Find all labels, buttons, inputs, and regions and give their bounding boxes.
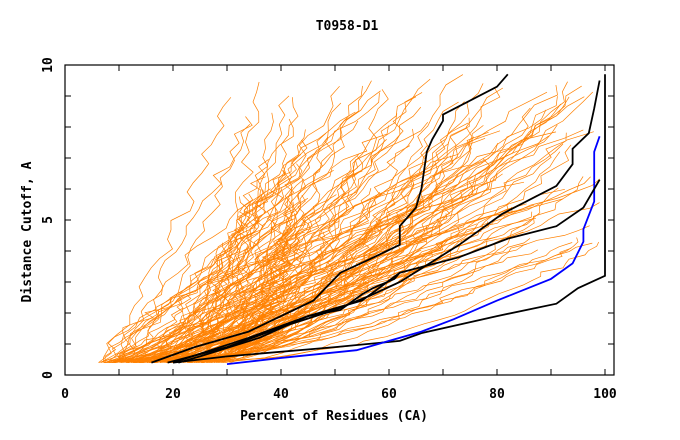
other-model-line: [131, 91, 594, 363]
other-model-line: [136, 125, 484, 363]
series-line-black-4: [151, 73, 509, 364]
other-model-line: [186, 238, 531, 363]
other-model-line: [138, 176, 584, 363]
other-model-line: [113, 116, 253, 363]
other-model-line: [214, 135, 549, 363]
other-model-line: [125, 243, 251, 363]
other-model-line: [148, 243, 528, 363]
series-line-black-1: [172, 74, 606, 364]
other-model-line: [201, 120, 359, 363]
highlighted-model-lines: [151, 73, 606, 366]
other-model-line: [135, 129, 584, 363]
other-model-line: [98, 97, 232, 363]
other-model-line: [201, 225, 439, 363]
x-tick-label: 80: [489, 387, 505, 402]
other-model-line: [215, 240, 459, 363]
other-model-line: [128, 213, 296, 363]
other-model-line: [109, 85, 582, 363]
x-tick-label: 40: [273, 387, 289, 402]
other-model-line: [119, 78, 431, 363]
other-model-line: [106, 169, 334, 363]
other-model-line: [114, 143, 564, 363]
other-model-line: [153, 173, 357, 363]
y-tick-label: 5: [41, 216, 56, 224]
other-model-line: [122, 124, 251, 363]
other-model-line: [141, 247, 572, 363]
x-tick-label: 100: [593, 387, 617, 402]
x-tick-label: 60: [381, 387, 397, 402]
other-model-line: [133, 137, 486, 363]
other-model-line: [209, 194, 306, 363]
other-model-line: [151, 194, 337, 363]
other-model-line: [214, 101, 459, 363]
other-model-line: [101, 236, 498, 363]
other-model-line: [191, 128, 415, 363]
series-line-black-3: [167, 80, 601, 364]
other-model-line: [189, 144, 572, 363]
chart-title: T0958-D1: [316, 19, 379, 34]
x-tick-label: 20: [165, 387, 181, 402]
y-tick-label: 0: [41, 371, 56, 379]
x-tick-label: 0: [61, 387, 69, 402]
other-model-line: [165, 180, 473, 363]
series-line-blue-1: [226, 136, 601, 366]
other-model-line: [206, 187, 559, 363]
other-model-line: [133, 242, 573, 363]
other-model-line: [118, 198, 564, 363]
y-tick-label: 10: [41, 57, 56, 73]
other-model-line: [221, 226, 460, 363]
series-line-black-5: [172, 272, 401, 364]
axis-ticks: 0 20 40 60 80 100 0 5 10: [41, 57, 617, 402]
other-model-line: [149, 87, 504, 363]
other-model-line: [173, 204, 535, 363]
x-axis-label: Percent of Residues (CA): [240, 409, 428, 424]
other-model-line: [98, 80, 372, 363]
other-model-line: [170, 113, 398, 363]
other-model-line: [157, 171, 286, 363]
other-model-line: [135, 83, 484, 363]
other-model-line: [172, 92, 423, 363]
other-model-line: [147, 106, 422, 363]
other-model-line: [116, 85, 340, 363]
other-model-line: [201, 154, 359, 363]
other-model-line: [119, 125, 389, 363]
other-model-line: [120, 111, 356, 363]
y-axis-label: Distance Cutoff, A: [20, 161, 35, 302]
other-model-line: [111, 152, 371, 363]
other-model-line: [187, 192, 461, 363]
other-model-line: [165, 139, 308, 363]
other-model-line: [116, 131, 557, 363]
other-model-line: [109, 203, 527, 363]
other-model-line: [111, 101, 465, 363]
other-model-line: [172, 241, 600, 363]
other-model-line: [194, 154, 302, 363]
other-model-line: [194, 151, 561, 363]
other-model-lines: [98, 74, 601, 363]
other-model-line: [127, 237, 374, 363]
other-model-line: [103, 237, 579, 363]
other-model-line: [140, 213, 448, 363]
